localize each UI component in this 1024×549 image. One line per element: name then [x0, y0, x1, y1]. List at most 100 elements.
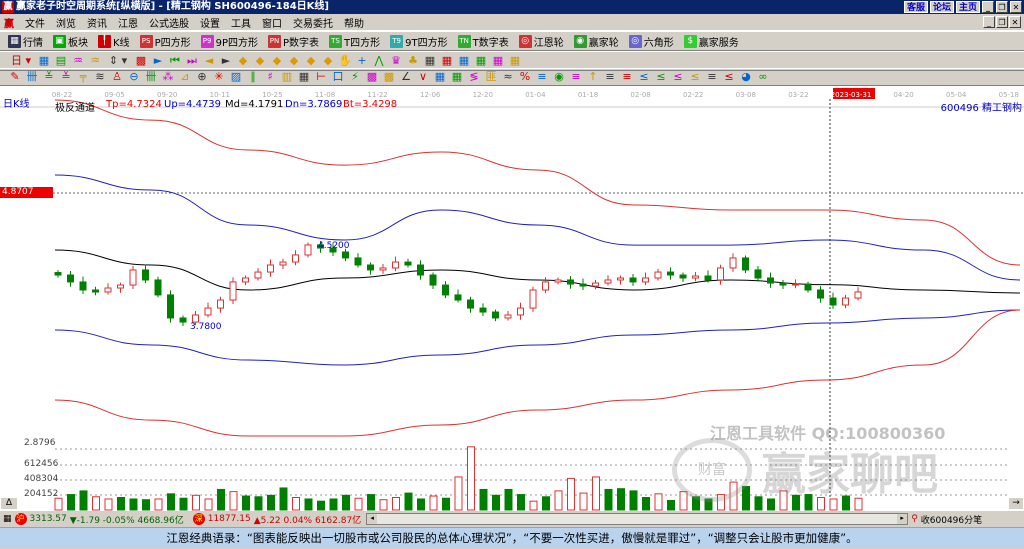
toolbar3-tool-icon[interactable]: ≡ [622, 70, 632, 83]
toolbar3-tool-icon[interactable]: 卌 [145, 70, 157, 83]
toolbar3-tool-icon[interactable]: ▦ [451, 70, 463, 83]
toolbar3-tool-icon[interactable]: ▩ [383, 70, 395, 83]
toolbar3-tool-icon[interactable]: ≋ [95, 70, 105, 83]
toolbar2-tool-icon[interactable]: ⏭ [187, 54, 197, 67]
sz-index-value[interactable]: 11877.15 [207, 514, 251, 524]
toolbar2-tool-icon[interactable]: ◆ [272, 54, 282, 67]
toolbar3-tool-icon[interactable]: ∨ [418, 70, 428, 83]
toolbar2-tool-icon[interactable]: ▦ [509, 54, 521, 67]
toolbar2-tool-icon[interactable]: ▦ [475, 54, 487, 67]
toolbar3-tool-icon[interactable]: ≚ [61, 70, 71, 83]
toolbar3-tool-icon[interactable]: ⁂ [162, 70, 174, 83]
child-restore-button[interactable]: ❐ [996, 16, 1008, 28]
toolbar3-tool-icon[interactable]: ↑ [588, 70, 598, 83]
toolbar-button-9t-square[interactable]: T9 9T四方形 [390, 34, 448, 49]
toolbar2-tool-icon[interactable]: ► [221, 54, 231, 67]
customer-service-link[interactable]: 客服 [903, 1, 928, 13]
toolbar2-tool-icon[interactable]: + [357, 54, 367, 67]
toolbar2-tool-icon[interactable]: ♛ [391, 54, 401, 67]
kline-chart[interactable]: 08-22 09-05 09-20 10-11 10-25 11-08 11-22 12-06… [0, 86, 1024, 511]
toolbar2-tool-icon[interactable]: ⏮ [170, 54, 180, 67]
toolbar3-tool-icon[interactable]: ≡ [707, 70, 717, 83]
toolbar3-tool-icon[interactable]: ◉ [554, 70, 564, 83]
menu-file[interactable]: 文件 [25, 18, 45, 30]
toolbar2-tool-icon[interactable]: ⇕ ▾ [108, 54, 128, 67]
toolbar-button-winner-wheel[interactable]: ◉ 赢家轮 [573, 34, 619, 49]
child-minimize-button[interactable]: _ [983, 16, 995, 28]
toolbar3-tool-icon[interactable]: ⚡ [351, 70, 359, 83]
toolbar3-tool-icon[interactable]: 口 [332, 70, 344, 83]
toolbar3-tool-icon[interactable]: ✳ [214, 70, 224, 83]
toolbar2-tool-icon[interactable]: ▦ [492, 54, 504, 67]
menu-tools[interactable]: 工具 [231, 18, 251, 30]
toolbar-button-gann-wheel[interactable]: ◎ 江恩轮 [518, 34, 564, 49]
toolbar3-tool-icon[interactable]: ≤ [673, 70, 683, 83]
toolbar-button-9p-square[interactable]: P9 9P四方形 [200, 34, 258, 49]
menu-formula[interactable]: 公式选股 [149, 18, 189, 30]
toolbar3-tool-icon[interactable]: ∞ [758, 70, 768, 83]
toolbar-button-p-number[interactable]: PN P数字表 [268, 34, 319, 49]
menu-browse[interactable]: 浏览 [56, 18, 76, 30]
calculator-icon[interactable]: ▦ [3, 514, 12, 524]
toolbar3-tool-icon[interactable]: 匪 [485, 70, 497, 83]
toolbar2-tool-icon[interactable]: ▦ [38, 54, 50, 67]
toolbar3-tool-icon[interactable]: ⊢ [316, 70, 326, 83]
toolbar3-tool-icon[interactable]: ▥ [281, 70, 293, 83]
toolbar2-tool-icon[interactable]: ♣ [408, 54, 418, 67]
menu-news[interactable]: 资讯 [87, 18, 107, 30]
toolbar3-tool-icon[interactable]: ≡ [571, 70, 581, 83]
toolbar2-tool-icon[interactable]: ◆ [238, 54, 248, 67]
toolbar-button-kline[interactable]: ╿ K线 [98, 34, 130, 49]
toolbar2-tool-icon[interactable]: ♒ [73, 54, 83, 67]
toolbar3-tool-icon[interactable]: ▩ [366, 70, 378, 83]
toolbar3-tool-icon[interactable]: ▨ [230, 70, 242, 83]
tick-detail-label[interactable]: 收600496分笔 [920, 515, 983, 526]
toolbar3-tool-icon[interactable]: ♙ [112, 70, 122, 83]
chart-canvas[interactable]: 08-22 09-05 09-20 10-11 10-25 11-08 11-22 12-06… [0, 86, 1024, 511]
toolbar2-tool-icon[interactable]: ▦ [441, 54, 453, 67]
toolbar2-tool-icon[interactable]: ✋ [338, 54, 352, 67]
toolbar3-tool-icon[interactable]: ▦ [298, 70, 310, 83]
toolbar3-tool-icon[interactable]: % [519, 70, 531, 83]
toolbar-button-sector[interactable]: ▣ 板块 [53, 34, 88, 49]
toolbar3-tool-icon[interactable]: ⊖ [129, 70, 139, 83]
menu-trade[interactable]: 交易委托 [293, 18, 333, 30]
sh-index-value[interactable]: 3313.57 [29, 514, 67, 524]
toolbar3-tool-icon[interactable]: ♯ [267, 70, 273, 83]
horizontal-scrollbar[interactable]: ◂ ▸ [366, 513, 909, 525]
homepage-link[interactable]: 主页 [955, 1, 980, 13]
toolbar3-tool-icon[interactable]: ◕ [741, 70, 751, 83]
toolbar3-tool-icon[interactable]: ≤ [690, 70, 700, 83]
toolbar2-tool-icon[interactable]: ◄ [204, 54, 214, 67]
toolbar2-tool-icon[interactable]: ▦ [424, 54, 436, 67]
toolbar-button-t-number[interactable]: TN T数字表 [457, 34, 509, 49]
child-close-button[interactable]: ✕ [1009, 16, 1021, 28]
toolbar2-tool-icon[interactable]: ◆ [323, 54, 333, 67]
menu-help[interactable]: 帮助 [344, 18, 364, 30]
toolbar2-tool-icon[interactable]: ▩ [135, 54, 147, 67]
toolbar-button-t-square[interactable]: TS T四方形 [329, 34, 380, 49]
toolbar3-tool-icon[interactable]: ⊿ [180, 70, 190, 83]
toolbar2-tool-icon[interactable]: 日 ▾ [10, 54, 32, 67]
toolbar3-tool-icon[interactable]: 卌 [26, 70, 38, 83]
toolbar3-tool-icon[interactable]: ≶ [469, 70, 479, 83]
toolbar2-tool-icon[interactable]: ♒ [90, 54, 100, 67]
toolbar2-tool-icon[interactable]: ⋀ [374, 54, 384, 67]
forum-link[interactable]: 论坛 [929, 1, 954, 13]
toolbar3-tool-icon[interactable]: ⊕ [197, 70, 207, 83]
toolbar2-tool-icon[interactable]: ► [153, 54, 163, 67]
toolbar3-tool-icon[interactable]: ∠ [401, 70, 411, 83]
toolbar2-tool-icon[interactable]: ◆ [289, 54, 299, 67]
toolbar3-tool-icon[interactable]: ▦ [434, 70, 446, 83]
toolbar3-tool-icon[interactable]: ╤ [79, 70, 87, 83]
toolbar3-tool-icon[interactable]: ≈ [503, 70, 513, 83]
minimize-button[interactable]: _ [982, 1, 994, 13]
close-button[interactable]: ✕ [1010, 1, 1022, 13]
toolbar3-tool-icon[interactable]: ≤ [656, 70, 666, 83]
toolbar3-tool-icon[interactable]: ≤ [724, 70, 734, 83]
toolbar-button-market[interactable]: ▦ 行情 [8, 34, 43, 49]
toolbar3-tool-icon[interactable]: ✎ [10, 70, 20, 83]
scroll-right-arrow[interactable]: ▸ [897, 514, 908, 524]
toolbar-button-hexagon[interactable]: ◎ 六角形 [628, 34, 674, 49]
toolbar2-tool-icon[interactable]: ◆ [306, 54, 316, 67]
